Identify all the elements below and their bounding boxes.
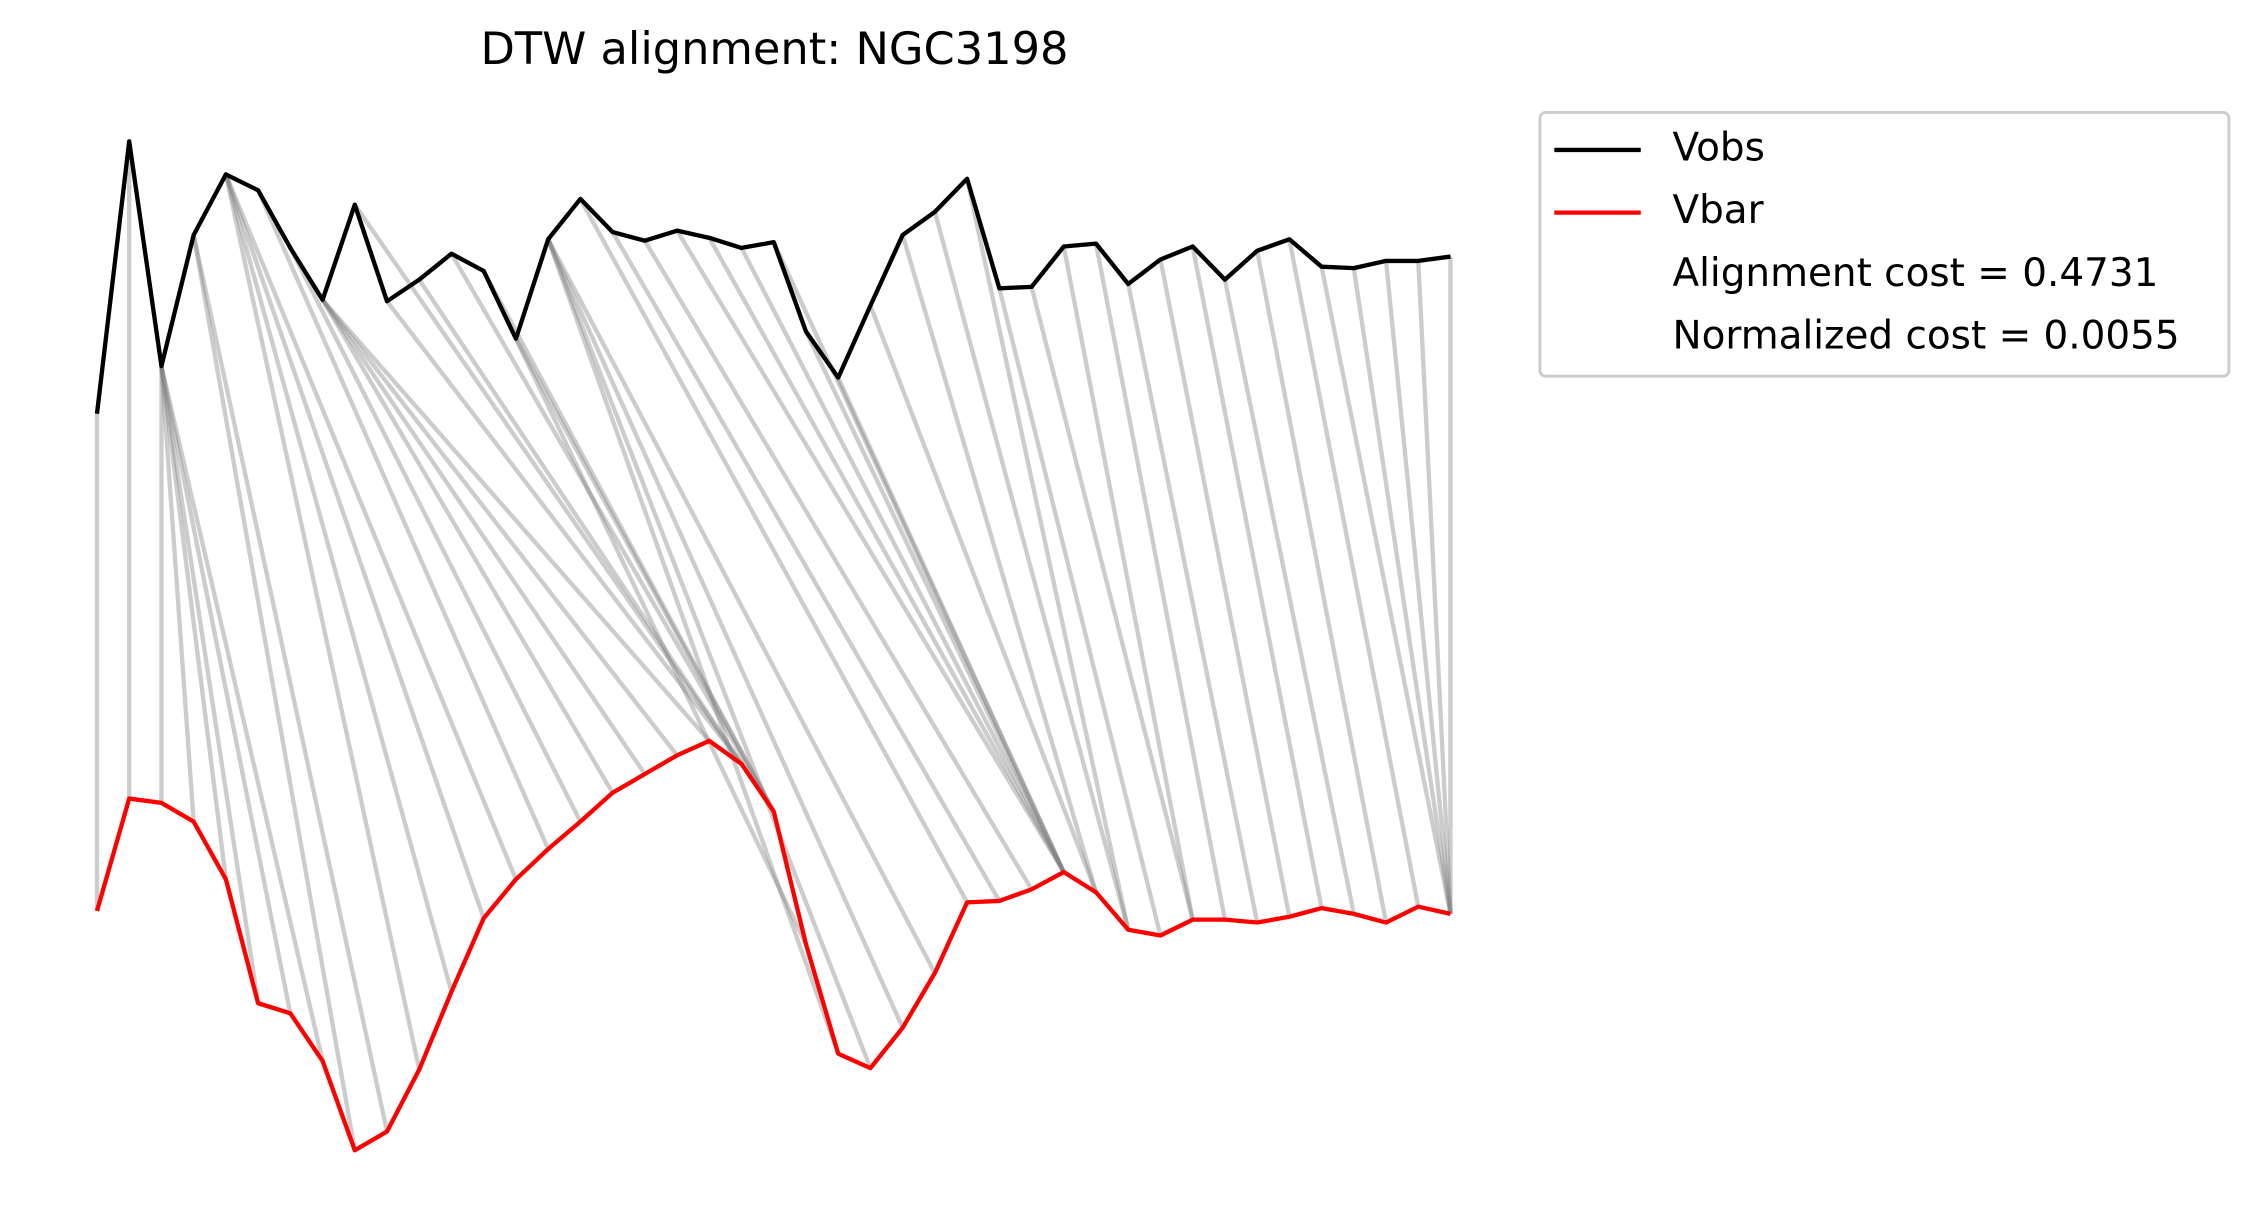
alignment-line xyxy=(1158,259,1292,918)
alignment-line xyxy=(578,197,969,904)
alignment-line xyxy=(546,238,937,974)
alignment-line xyxy=(159,365,261,1004)
alignment-line xyxy=(481,269,776,813)
alignment-line xyxy=(707,236,1066,874)
alignment-line xyxy=(1029,286,1195,921)
alignment-line xyxy=(353,203,744,766)
alignment-line xyxy=(546,238,873,1069)
legend-box xyxy=(1538,110,2231,378)
alignment-line xyxy=(159,365,196,822)
alignment-line xyxy=(159,365,325,1062)
series-line xyxy=(94,738,1451,1153)
legend: Vobs Vbar Alignment cost = 0.4731 Normalize… xyxy=(1554,125,2180,359)
alignment-line xyxy=(1383,260,1453,915)
alignment-line xyxy=(223,173,486,919)
alignment-line xyxy=(1255,250,1389,923)
alignment-line xyxy=(836,376,1066,873)
alignment-line xyxy=(159,365,229,880)
alignment-line xyxy=(546,238,905,1029)
legend-label: Vobs xyxy=(1672,125,1764,170)
alignment-line xyxy=(900,234,1099,893)
alignment-line xyxy=(1319,266,1453,915)
alignment-line xyxy=(1416,260,1453,914)
series-line xyxy=(94,139,1451,414)
alignment-line xyxy=(868,304,1099,894)
alignment-line xyxy=(964,178,1131,931)
alignment-line xyxy=(159,365,293,1014)
alignment-line xyxy=(804,330,1066,874)
alignment-line xyxy=(642,239,1034,891)
alignment-line xyxy=(1126,283,1260,923)
alignment-line xyxy=(1222,279,1356,915)
alignment-line xyxy=(320,298,679,757)
alignment-line xyxy=(1351,267,1453,915)
alignment-line xyxy=(320,298,647,776)
alignment-line xyxy=(771,241,1066,873)
alignment-line xyxy=(223,173,454,993)
alignment-line xyxy=(449,252,776,813)
plot-area xyxy=(94,139,1453,1153)
alignment-line xyxy=(1287,238,1421,908)
legend-annotation: Normalized cost = 0.0055 xyxy=(1672,314,2179,359)
legend-label: Vbar xyxy=(1672,188,1763,233)
chart-title: DTW alignment: NGC3198 xyxy=(481,23,1069,75)
alignment-line xyxy=(675,229,1066,874)
alignment-line xyxy=(191,234,357,1151)
alignment-line xyxy=(288,246,583,823)
alignment-line xyxy=(191,234,390,1132)
alignment-line xyxy=(1093,243,1228,921)
alignment-line xyxy=(417,278,744,766)
alignment-line xyxy=(997,287,1163,937)
alignment-line xyxy=(610,230,1002,902)
alignment-line xyxy=(513,337,808,946)
alignment-line xyxy=(1190,246,1324,909)
alignment-line xyxy=(546,238,841,1055)
alignment-line xyxy=(932,211,1131,931)
legend-annotation: Alignment cost = 0.4731 xyxy=(1672,251,2158,296)
alignment-line xyxy=(739,246,1066,874)
alignment-line xyxy=(320,298,615,794)
alignment-line xyxy=(223,173,422,1071)
alignment-line xyxy=(1061,246,1195,921)
alignment-line xyxy=(223,173,518,881)
alignment-line xyxy=(320,298,711,743)
alignment-line xyxy=(385,299,744,766)
alignment-line xyxy=(514,337,776,813)
alignment-line xyxy=(256,189,551,850)
